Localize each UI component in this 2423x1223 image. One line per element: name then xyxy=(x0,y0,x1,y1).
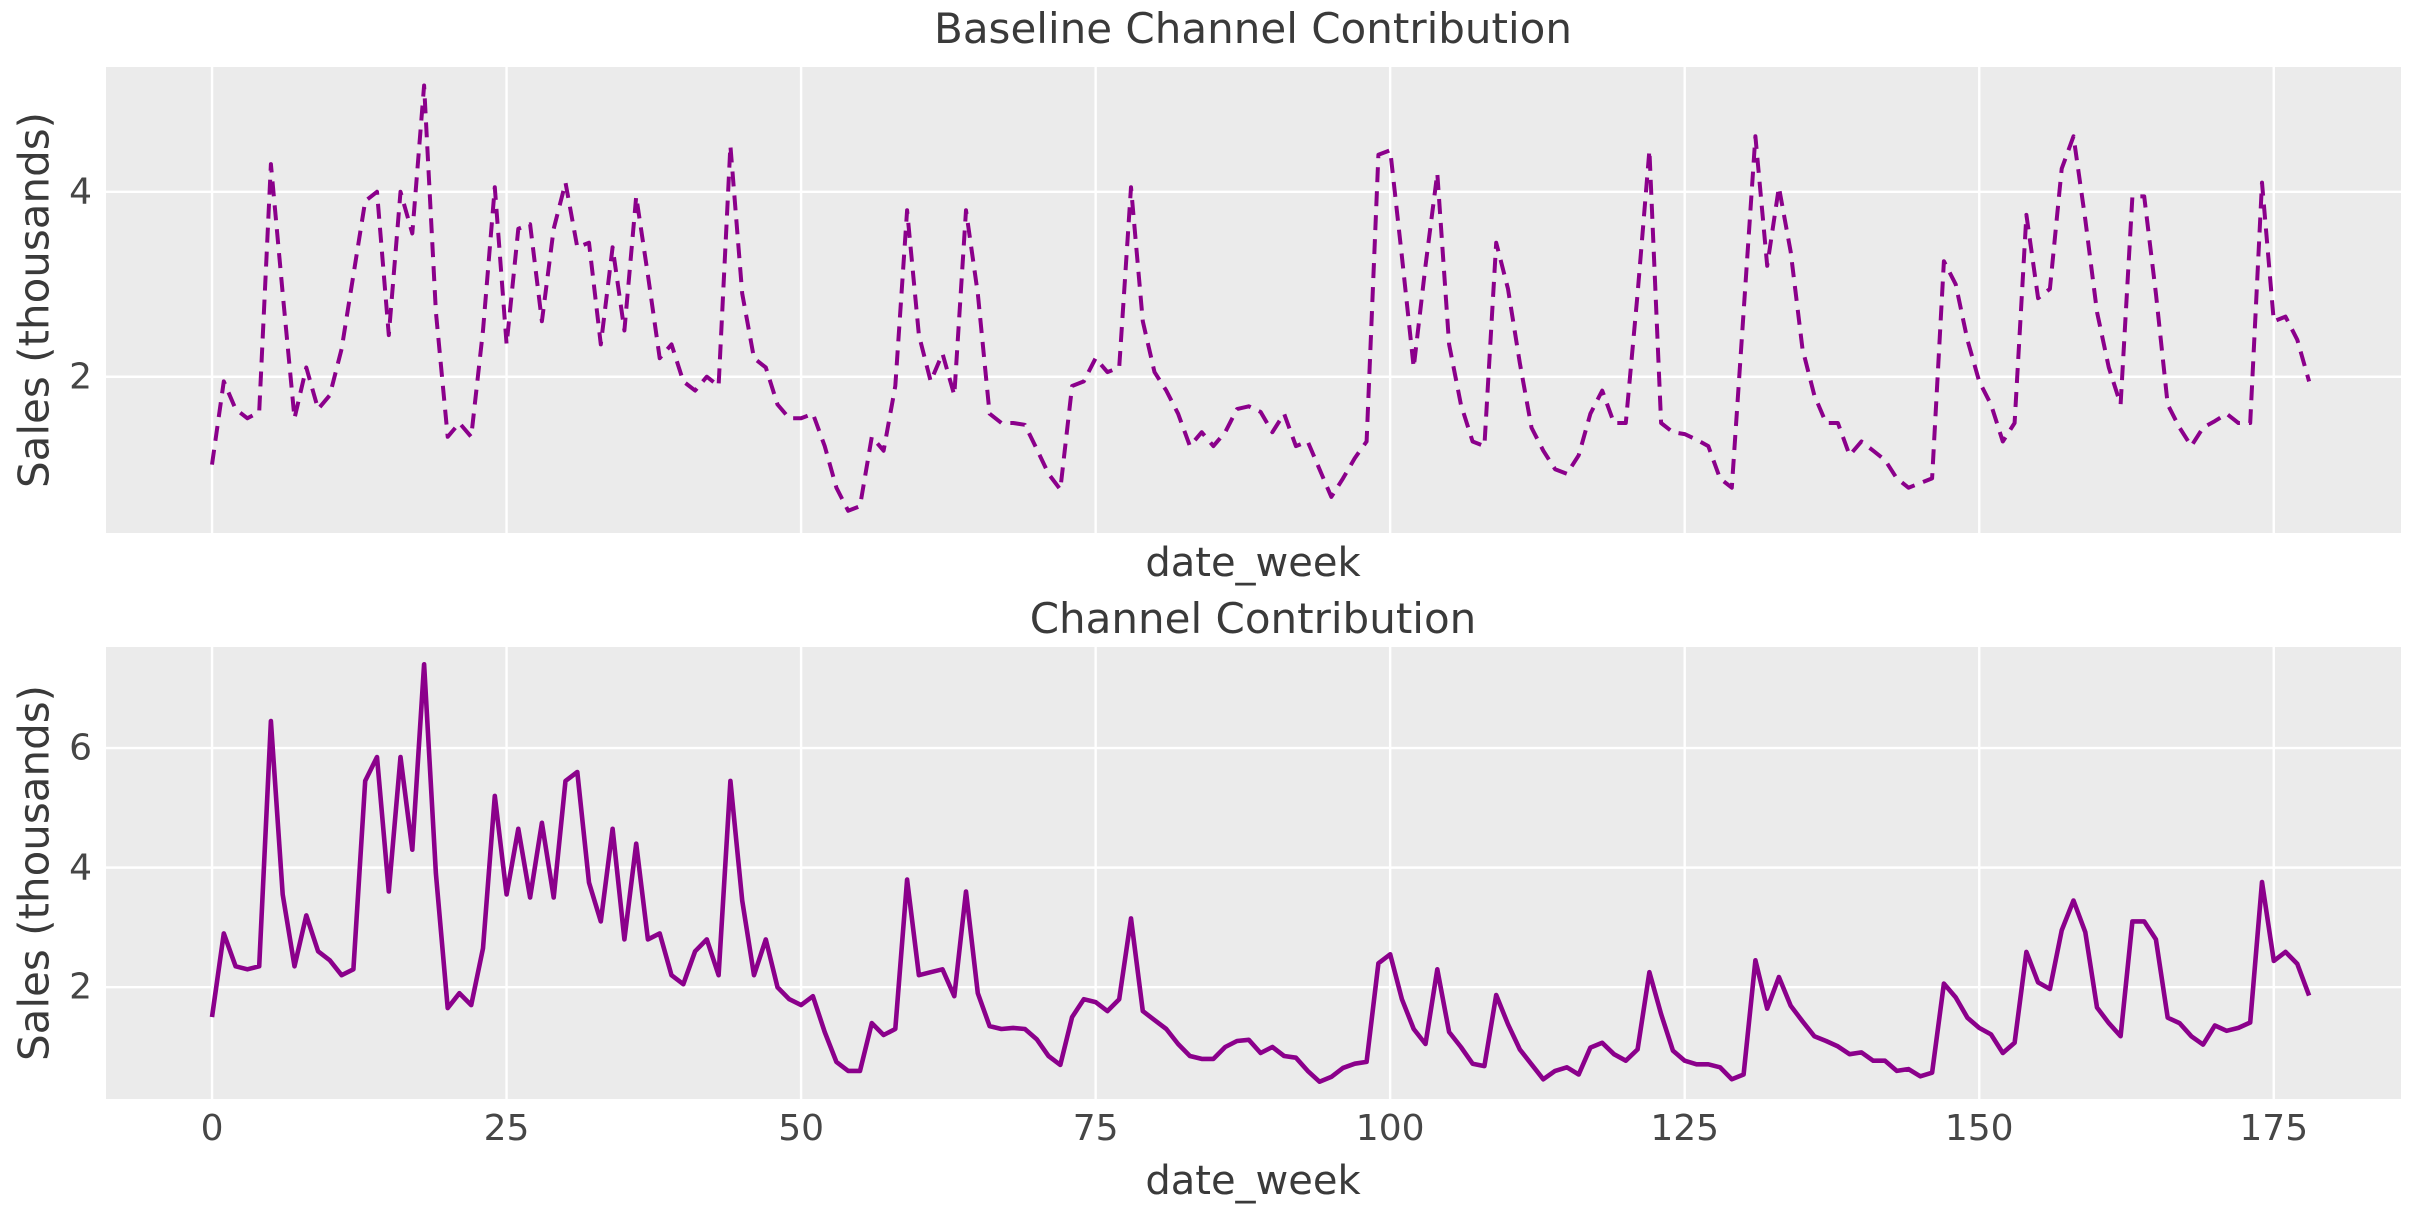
x-tick-label: 50 xyxy=(778,1108,824,1149)
x-tick-label: 0 xyxy=(200,1108,224,1149)
baseline-contribution-line xyxy=(210,83,2312,513)
y-tick-label: 2 xyxy=(69,356,92,398)
x-tick-label: 175 xyxy=(2239,1108,2309,1149)
top-chart-xlabel: date_week xyxy=(1145,540,1361,586)
x-tick-label: 25 xyxy=(483,1108,530,1149)
top-chart-title: Baseline Channel Contribution xyxy=(934,4,1572,53)
x-tick-label: 150 xyxy=(1944,1108,2014,1149)
bottom-chart-ylabel: Sales (thousands) xyxy=(9,684,59,1062)
y-tick-label: 4 xyxy=(69,171,92,213)
bottom-chart-title: Channel Contribution xyxy=(1029,594,1477,643)
channel-contribution-line xyxy=(209,661,2312,1084)
x-tick-label: 125 xyxy=(1650,1108,1720,1149)
y-tick-label: 4 xyxy=(69,847,92,889)
y-tick-label: 6 xyxy=(69,727,92,769)
x-tick-label: 100 xyxy=(1355,1108,1425,1149)
bottom-chart-xlabel: date_week xyxy=(1145,1158,1361,1204)
bottom-plot-background xyxy=(106,647,2401,1099)
y-tick-label: 2 xyxy=(69,966,92,1008)
x-tick-label: 75 xyxy=(1072,1108,1119,1149)
top-plot-background xyxy=(106,67,2401,533)
top-chart-ylabel: Sales (thousands) xyxy=(9,111,59,489)
